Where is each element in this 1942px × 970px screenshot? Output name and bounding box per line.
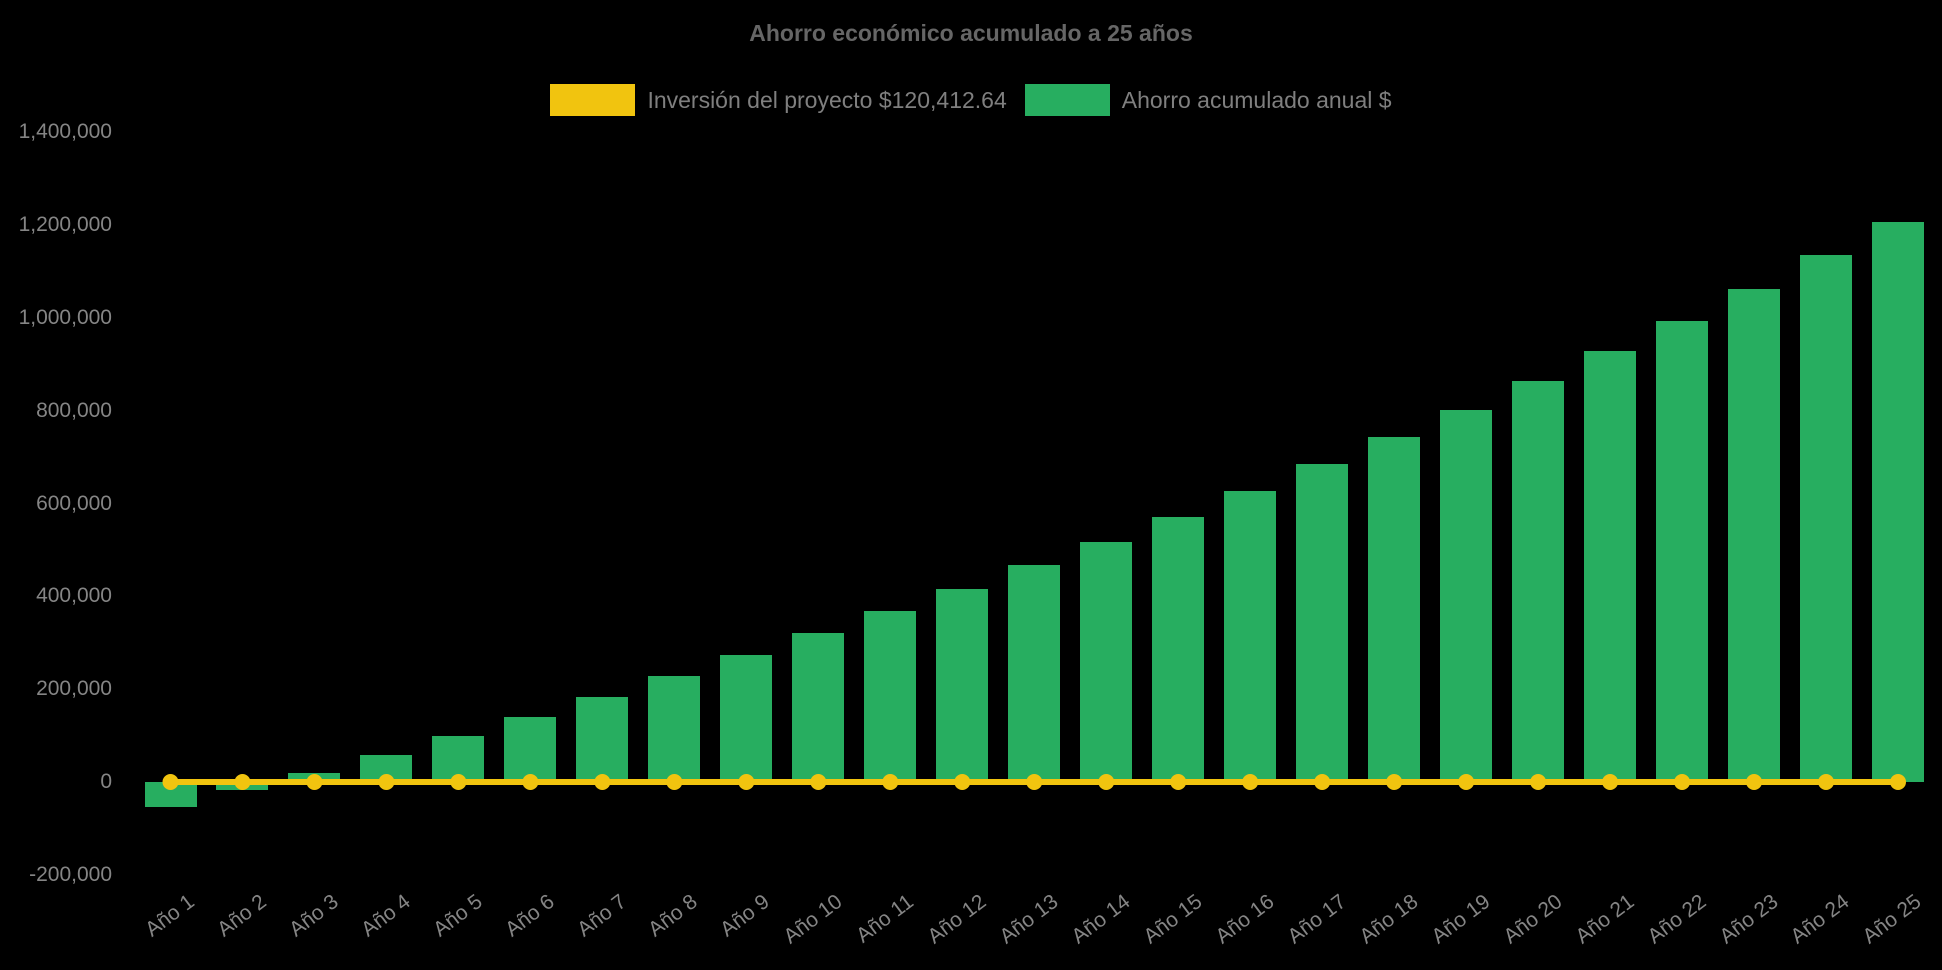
line-marker-año-4[interactable] — [378, 774, 395, 790]
line-marker-año-7[interactable] — [594, 774, 611, 790]
bar-año-19[interactable] — [1440, 409, 1493, 782]
bar-año-11[interactable] — [864, 610, 917, 782]
line-marker-año-5[interactable] — [450, 774, 467, 790]
bar-año-22[interactable] — [1656, 320, 1709, 782]
line-marker-año-23[interactable] — [1746, 774, 1763, 790]
chart-title: Ahorro económico acumulado a 25 años — [749, 20, 1193, 46]
legend-label-savings: Ahorro acumulado anual $ — [1121, 86, 1392, 113]
line-marker-año-13[interactable] — [1026, 774, 1043, 790]
y-axis-tick-label: 1,400,000 — [18, 120, 112, 144]
y-axis-tick-label: 1,000,000 — [18, 306, 112, 329]
bar-año-16[interactable] — [1224, 490, 1277, 782]
bar-año-20[interactable] — [1512, 381, 1565, 782]
bar-año-23[interactable] — [1728, 289, 1781, 782]
legend: Inversión del proyecto $120,412.64 Ahorr… — [0, 84, 1942, 116]
y-axis-tick-label: 200,000 — [36, 677, 112, 701]
line-marker-año-8[interactable] — [666, 774, 683, 790]
bar-año-15[interactable] — [1152, 516, 1205, 782]
line-marker-año-17[interactable] — [1314, 774, 1331, 790]
bar-año-8[interactable] — [648, 675, 701, 782]
line-marker-año-21[interactable] — [1602, 774, 1619, 790]
bar-año-12[interactable] — [936, 588, 989, 782]
bar-año-7[interactable] — [576, 696, 629, 782]
legend-swatch-savings-icon — [1024, 84, 1110, 116]
line-marker-año-25[interactable] — [1890, 774, 1907, 790]
bar-año-24[interactable] — [1800, 255, 1853, 782]
y-axis-tick-label: 600,000 — [36, 491, 112, 515]
legend-swatch-investment-icon — [550, 84, 636, 116]
y-axis-tick-label: 1,200,000 — [18, 213, 112, 237]
y-axis-tick-label: 400,000 — [36, 584, 112, 608]
y-axis-tick-label: -200,000 — [29, 862, 112, 886]
legend-item-investment[interactable]: Inversión del proyecto $120,412.64 — [550, 84, 1007, 116]
line-marker-año-22[interactable] — [1674, 774, 1691, 790]
line-marker-año-18[interactable] — [1386, 774, 1403, 790]
bar-año-14[interactable] — [1080, 541, 1133, 782]
legend-label-investment: Inversión del proyecto $120,412.64 — [647, 86, 1007, 113]
bar-año-6[interactable] — [504, 716, 557, 782]
line-marker-año-6[interactable] — [522, 774, 539, 790]
bar-año-9[interactable] — [720, 654, 773, 782]
bar-año-18[interactable] — [1368, 437, 1421, 782]
line-marker-año-24[interactable] — [1818, 774, 1835, 790]
line-marker-año-9[interactable] — [738, 774, 755, 790]
line-marker-año-14[interactable] — [1098, 774, 1115, 790]
y-axis-tick-label: 800,000 — [36, 398, 112, 422]
bar-año-17[interactable] — [1296, 464, 1349, 782]
bar-año-25[interactable] — [1872, 221, 1925, 782]
line-marker-año-12[interactable] — [954, 774, 971, 790]
line-marker-año-20[interactable] — [1530, 774, 1547, 790]
bar-año-13[interactable] — [1008, 565, 1061, 782]
legend-item-savings[interactable]: Ahorro acumulado anual $ — [1024, 84, 1392, 116]
line-marker-año-19[interactable] — [1458, 774, 1475, 790]
line-marker-año-1[interactable] — [162, 774, 179, 790]
bar-año-10[interactable] — [792, 633, 845, 782]
y-axis-tick-label: 0 — [100, 770, 112, 793]
line-marker-año-16[interactable] — [1242, 774, 1259, 790]
line-marker-año-15[interactable] — [1170, 774, 1187, 790]
line-marker-año-3[interactable] — [306, 774, 323, 790]
line-marker-año-2[interactable] — [234, 774, 251, 790]
line-marker-año-10[interactable] — [810, 774, 827, 790]
line-marker-año-11[interactable] — [882, 774, 899, 790]
bar-año-21[interactable] — [1584, 351, 1637, 782]
